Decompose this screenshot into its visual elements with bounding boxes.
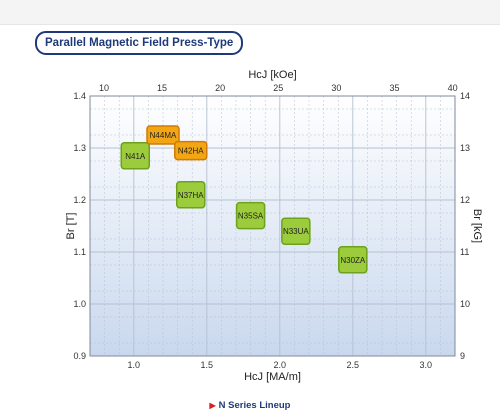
- x-tick-label: 3.0: [420, 360, 433, 370]
- grade-n35sa: N35SA: [235, 201, 266, 230]
- x-tick-label: 2.0: [274, 360, 287, 370]
- top-tick-label: 25: [273, 83, 283, 93]
- top-tick-label: 15: [157, 83, 167, 93]
- grade-box: [338, 246, 368, 274]
- y-tick-label: 1.3: [73, 143, 86, 153]
- grade-n44ma: N44MA: [146, 125, 180, 145]
- y-tick-label: 1.0: [73, 299, 86, 309]
- grade-label: N41A: [125, 152, 146, 161]
- x-axis-label: HcJ [MA/m]: [244, 371, 301, 383]
- right-tick-label: 9: [460, 351, 465, 361]
- grade-box: [235, 201, 266, 230]
- grade-n37ha: N37HA: [175, 181, 206, 209]
- y-tick-label: 1.1: [73, 247, 86, 257]
- y-axis-label: Br [T]: [65, 213, 77, 240]
- top-axis-label: HcJ [kOe]: [248, 69, 296, 81]
- x-tick-label: 2.5: [347, 360, 360, 370]
- grade-label: N44MA: [150, 131, 177, 140]
- grade-label: N35SA: [238, 212, 264, 221]
- top-tick-label: 35: [390, 83, 400, 93]
- grade-n42ha: N42HA: [173, 140, 208, 161]
- y-tick-label: 0.9: [73, 351, 86, 361]
- footer-label: N Series Lineup: [218, 400, 291, 411]
- right-axis-label: Br [kG]: [471, 209, 483, 243]
- grade-label: N30ZA: [340, 256, 366, 265]
- right-tick-label: 11: [460, 247, 469, 257]
- right-tick-label: 13: [460, 143, 470, 153]
- grade-label: N33UA: [283, 227, 309, 236]
- top-tick-label: 30: [331, 83, 341, 93]
- plot-area: [90, 96, 455, 356]
- grade-label: N37HA: [178, 191, 204, 200]
- right-tick-label: 12: [460, 195, 470, 205]
- grade-n30za: N30ZA: [338, 246, 368, 274]
- grade-n33ua: N33UA: [281, 217, 311, 245]
- grade-box: [120, 142, 151, 170]
- plot-frame: [89, 95, 456, 357]
- y-tick-label: 1.2: [73, 195, 86, 205]
- section-title: Parallel Magnetic Field Press-Type: [35, 31, 244, 55]
- top-bar: [0, 0, 500, 25]
- grade-box: [173, 140, 208, 161]
- top-tick-label: 40: [448, 83, 458, 93]
- right-tick-label: 14: [460, 91, 470, 101]
- right-tick-label: 10: [460, 299, 470, 309]
- grade-box: [146, 125, 180, 145]
- grade-box: [281, 217, 311, 245]
- y-tick-label: 1.4: [73, 91, 86, 101]
- grade-box: [175, 181, 206, 209]
- x-tick-label: 1.0: [128, 360, 141, 370]
- top-tick-label: 20: [215, 83, 225, 93]
- grade-n41a: N41A: [120, 142, 151, 170]
- legend-footer: ▶ N Series Lineup: [0, 400, 500, 411]
- top-tick-label: 10: [99, 83, 109, 93]
- x-tick-label: 1.5: [201, 360, 214, 370]
- grade-label: N42HA: [178, 147, 204, 156]
- triangle-right-icon: ▶: [209, 401, 216, 410]
